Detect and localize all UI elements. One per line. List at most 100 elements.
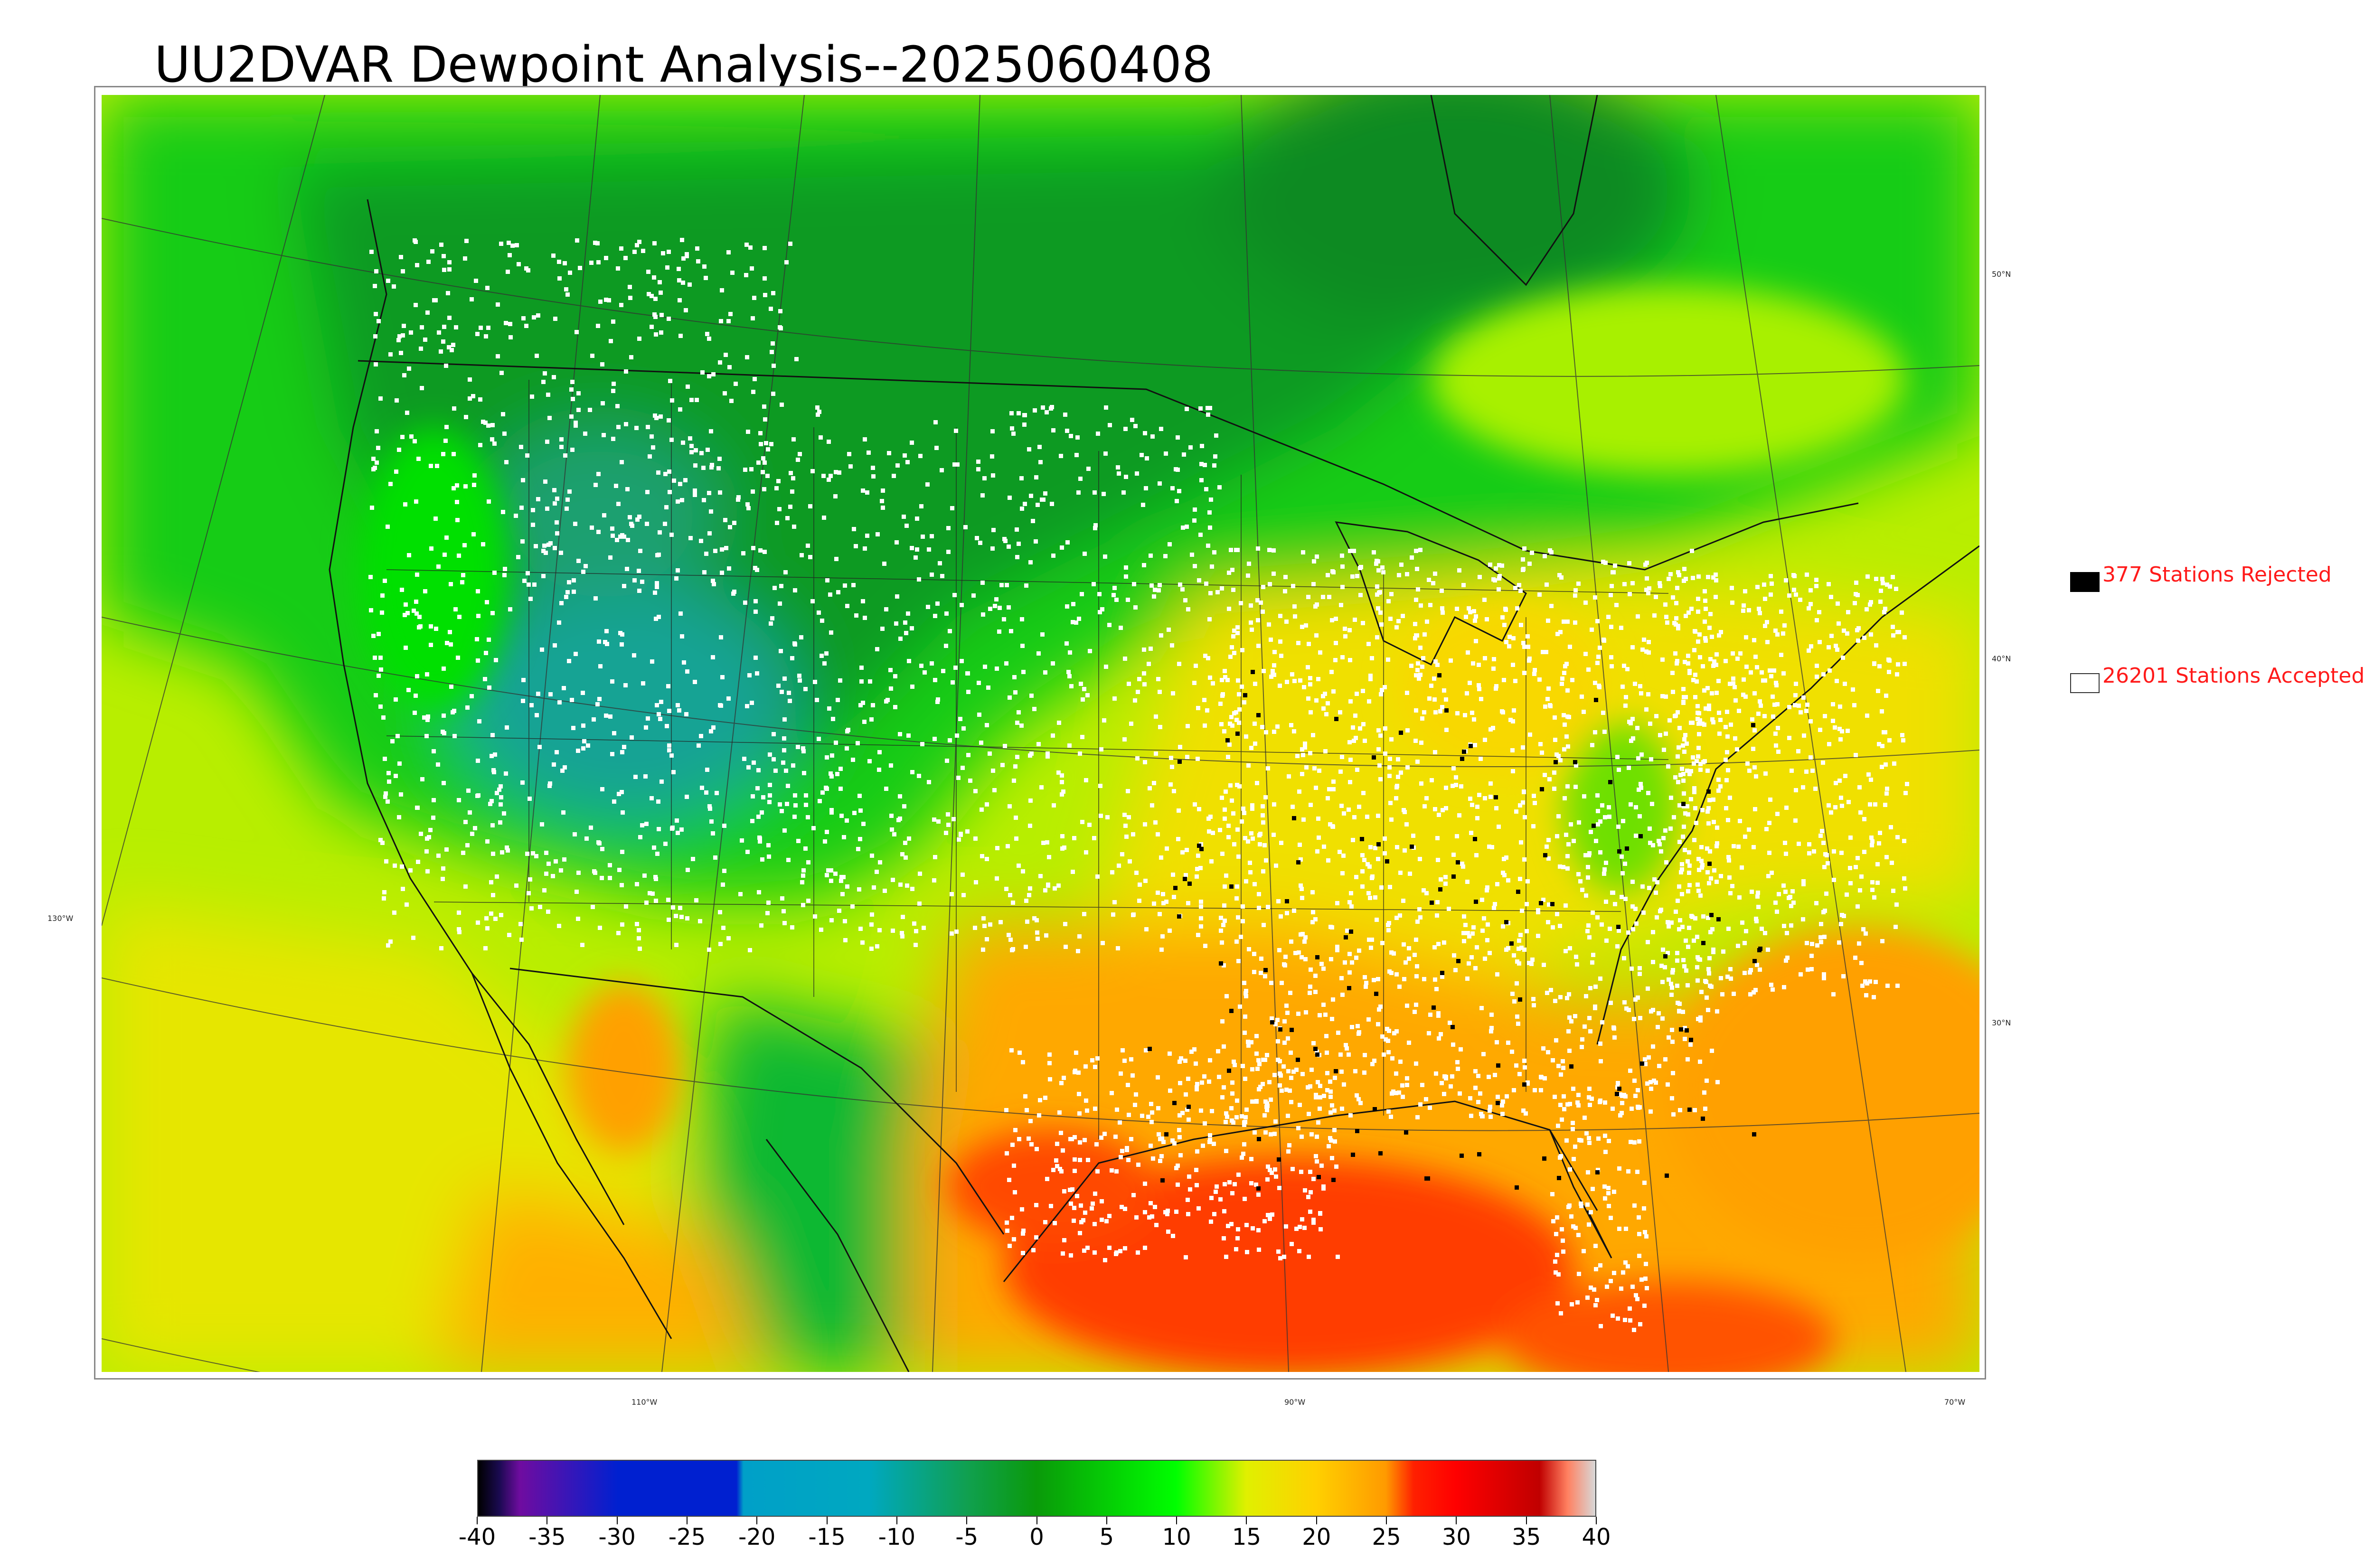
station-marker — [791, 763, 795, 768]
station-marker — [1834, 644, 1838, 648]
station-marker — [1567, 1015, 1572, 1020]
station-marker — [1425, 620, 1429, 624]
station-marker — [1131, 1193, 1136, 1197]
station-marker — [414, 600, 418, 604]
station-marker — [1586, 667, 1591, 672]
station-marker — [755, 671, 759, 676]
station-marker — [1576, 1103, 1581, 1108]
station-marker — [1842, 629, 1846, 633]
station-marker — [1161, 901, 1166, 905]
station-marker — [1821, 672, 1826, 676]
station-marker — [676, 831, 680, 835]
station-marker — [815, 405, 820, 410]
station-marker — [600, 847, 604, 851]
station-marker — [1548, 548, 1552, 553]
station-marker-rejected — [1640, 1061, 1644, 1066]
station-marker — [1011, 432, 1016, 436]
station-marker — [910, 626, 914, 630]
station-marker — [1602, 638, 1606, 642]
station-marker — [1883, 803, 1887, 807]
station-marker — [555, 750, 559, 754]
station-marker — [1657, 1064, 1661, 1068]
station-marker — [1407, 1041, 1411, 1045]
station-marker — [1680, 892, 1684, 896]
station-marker — [1442, 1092, 1446, 1096]
station-marker — [1355, 692, 1359, 696]
station-marker — [860, 940, 865, 945]
station-marker — [917, 774, 921, 778]
station-marker — [1716, 789, 1721, 793]
station-marker — [868, 679, 872, 684]
station-marker — [1657, 1011, 1661, 1015]
station-marker — [620, 922, 624, 927]
station-marker — [1604, 861, 1608, 865]
station-marker — [1652, 877, 1657, 882]
station-marker — [1324, 1034, 1328, 1038]
station-marker — [1839, 851, 1844, 855]
station-marker — [1289, 1100, 1293, 1104]
station-marker — [654, 877, 658, 881]
station-marker — [1249, 1181, 1253, 1185]
station-marker — [1008, 1244, 1012, 1248]
station-marker — [1309, 1068, 1314, 1072]
station-marker — [573, 522, 577, 526]
station-marker — [1439, 1032, 1443, 1036]
station-marker — [1034, 1203, 1038, 1207]
station-marker — [1638, 814, 1642, 818]
station-marker — [817, 610, 821, 615]
station-marker — [1107, 1246, 1112, 1250]
station-marker — [1785, 931, 1789, 935]
station-marker — [936, 819, 941, 824]
station-marker — [1312, 766, 1317, 770]
colorbar-tick — [1386, 1517, 1387, 1524]
station-marker — [624, 904, 628, 909]
station-marker — [1158, 1159, 1162, 1163]
station-marker — [1216, 1049, 1220, 1053]
station-marker — [1028, 824, 1032, 828]
station-marker — [1577, 1272, 1581, 1276]
station-marker — [457, 798, 461, 802]
station-marker — [1327, 595, 1331, 599]
station-marker — [1553, 738, 1557, 742]
station-marker — [745, 355, 749, 359]
station-marker — [763, 276, 767, 281]
station-marker — [1077, 617, 1081, 621]
station-marker — [447, 260, 452, 264]
station-marker — [446, 291, 450, 295]
station-marker — [1082, 912, 1086, 916]
station-marker — [858, 927, 863, 931]
station-marker — [1566, 842, 1571, 846]
station-marker — [1483, 796, 1487, 800]
station-marker — [683, 478, 688, 482]
station-marker — [1184, 1255, 1188, 1259]
station-marker-rejected — [1251, 670, 1255, 674]
station-marker-rejected — [1349, 930, 1353, 934]
station-marker — [1368, 677, 1373, 681]
station-marker — [1566, 1029, 1571, 1033]
station-marker — [1132, 582, 1136, 586]
station-marker — [769, 621, 773, 626]
station-marker-rejected — [1296, 860, 1300, 864]
station-marker — [1719, 874, 1723, 878]
station-marker — [1386, 1050, 1391, 1054]
station-marker — [1186, 901, 1190, 905]
station-marker — [1615, 755, 1620, 759]
station-marker — [1046, 751, 1050, 756]
station-marker — [782, 909, 786, 913]
station-marker — [1474, 614, 1478, 619]
station-marker — [1443, 875, 1448, 879]
station-marker — [644, 822, 649, 826]
station-marker — [831, 717, 835, 721]
station-marker — [952, 462, 957, 467]
station-marker — [852, 811, 857, 815]
station-marker — [1386, 1109, 1391, 1114]
station-marker — [1199, 478, 1204, 482]
station-marker — [403, 502, 407, 507]
station-marker — [1013, 1128, 1017, 1132]
station-marker — [1267, 622, 1271, 627]
station-marker — [1596, 655, 1601, 659]
station-marker — [1763, 624, 1767, 628]
station-marker — [1548, 704, 1553, 708]
station-marker — [1648, 826, 1652, 831]
station-marker — [1219, 916, 1223, 920]
